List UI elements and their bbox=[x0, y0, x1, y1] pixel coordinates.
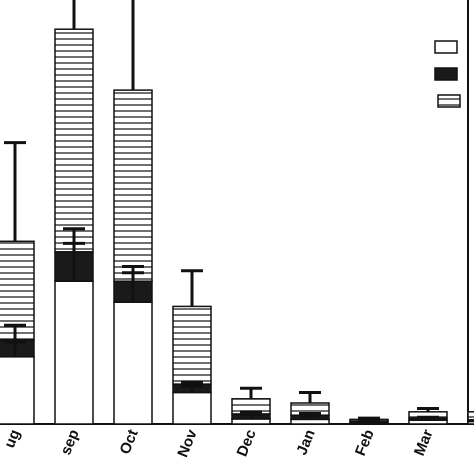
x-tick-label: Dec bbox=[234, 427, 260, 459]
bar-white bbox=[54, 280, 94, 425]
bar-black bbox=[467, 419, 474, 423]
x-tick-label: Nov bbox=[174, 427, 201, 460]
bar-white bbox=[467, 420, 474, 425]
x-tick-label: Jan bbox=[293, 427, 318, 457]
bar-horizontal-stripes bbox=[54, 28, 94, 253]
bar-white bbox=[0, 356, 35, 425]
legend-swatch-striped bbox=[437, 94, 461, 108]
bar-white bbox=[113, 301, 153, 425]
x-tick-label: Feb bbox=[352, 427, 378, 458]
x-tick-label: Mar bbox=[411, 427, 437, 458]
legend-swatch-white bbox=[434, 40, 458, 54]
x-tick-label: Oct bbox=[117, 427, 142, 457]
bar-white bbox=[172, 391, 212, 425]
x-tick-label: sep bbox=[57, 427, 82, 457]
x-tick-label: ug bbox=[1, 427, 24, 450]
legend bbox=[434, 40, 461, 108]
x-tick-labels: ugsepOctNovDecJanFebMarA bbox=[1, 427, 437, 460]
bar-horizontal-stripes bbox=[172, 305, 212, 385]
bars bbox=[0, 0, 474, 425]
bar-horizontal-stripes bbox=[113, 89, 153, 282]
bar-horizontal-stripes bbox=[467, 411, 474, 421]
bar-white bbox=[231, 418, 271, 425]
legend-swatch-black bbox=[434, 67, 458, 81]
